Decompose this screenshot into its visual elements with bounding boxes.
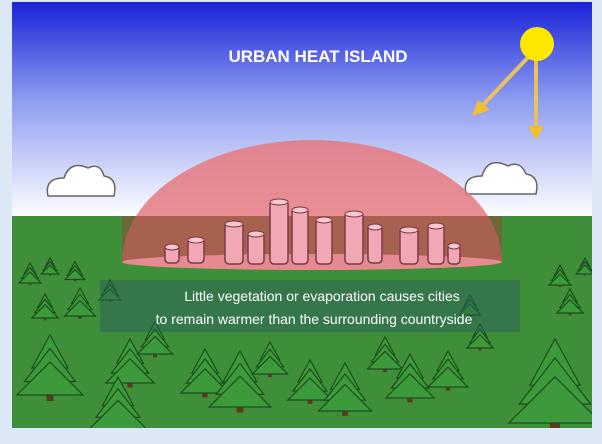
building-roof [344, 210, 364, 218]
tree-tier [384, 372, 436, 399]
building [224, 221, 244, 265]
building-roof [269, 198, 289, 206]
caption-band [100, 280, 520, 332]
tree-tier [30, 303, 60, 319]
building [291, 207, 309, 265]
building-roof [367, 223, 383, 231]
tree-tier [63, 268, 87, 281]
tree-tier [207, 375, 273, 408]
picture: URBAN HEAT ISLAND Little vegetation or e… [12, 2, 592, 428]
building [427, 223, 445, 265]
building-roof [247, 230, 265, 238]
building-roof [291, 206, 309, 214]
building [344, 211, 364, 265]
building-roof [315, 216, 333, 224]
tree-tier [15, 361, 85, 396]
tree-tier [555, 298, 585, 314]
forest [15, 256, 592, 428]
building-roof [447, 242, 461, 250]
building [367, 224, 383, 264]
tree-tier [465, 333, 495, 349]
tree-tier [89, 399, 147, 428]
tree-tier [17, 271, 43, 284]
sun [520, 27, 554, 61]
city [164, 198, 461, 265]
building-roof [164, 243, 180, 251]
tree-tier [547, 273, 573, 286]
tree-tier [574, 264, 592, 275]
tree-tier [63, 299, 97, 317]
tree-tier [317, 383, 373, 412]
caption-line: to remain warmer than the surrounding co… [156, 311, 473, 327]
tree-tier [179, 367, 231, 394]
ray-arrow [472, 100, 490, 116]
title: URBAN HEAT ISLAND [228, 47, 407, 66]
building-roof [427, 222, 445, 230]
building-roof [187, 236, 205, 244]
tree-tier [286, 377, 334, 401]
caption-line: Little vegetation or evaporation causes … [184, 288, 460, 304]
building [315, 217, 333, 265]
tree-tier [39, 264, 61, 275]
tree-tier [507, 375, 592, 424]
ray-arrow [528, 126, 544, 140]
sun-ray [478, 48, 537, 110]
building-roof [399, 226, 419, 234]
cloud [46, 164, 116, 197]
cloud [464, 161, 538, 195]
tree-tier [426, 366, 470, 388]
building-roof [224, 220, 244, 228]
tree-tier [365, 350, 405, 370]
tree-tier [135, 335, 175, 355]
tree-tier [250, 355, 290, 375]
building [269, 199, 289, 265]
